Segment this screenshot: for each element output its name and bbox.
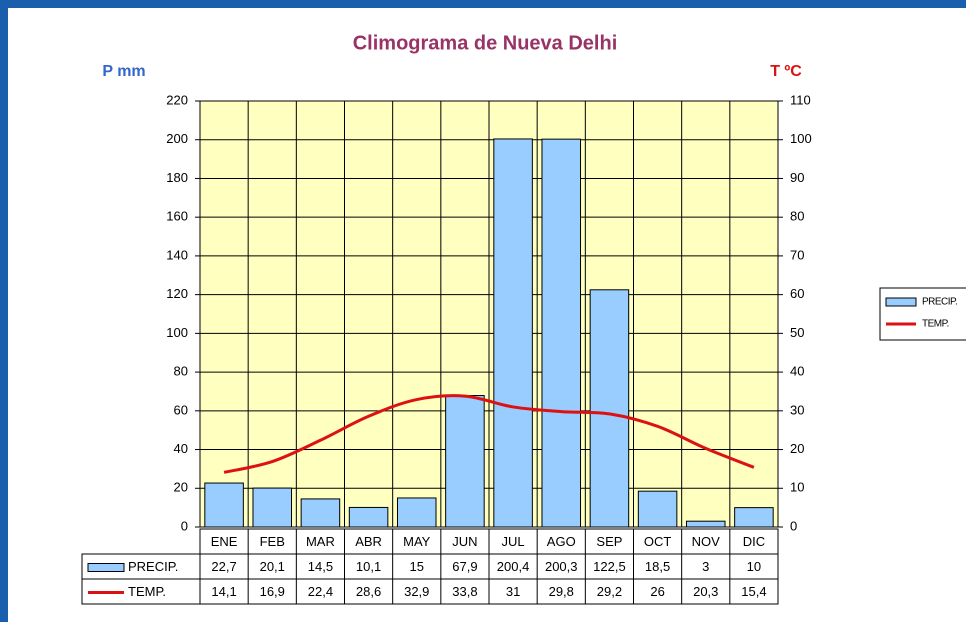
table-cell: 31 bbox=[506, 584, 520, 599]
y-tick-label: 20 bbox=[174, 480, 188, 495]
y2-tick-label: 40 bbox=[790, 364, 804, 379]
table-cell: 20,3 bbox=[693, 584, 718, 599]
legend-key bbox=[885, 297, 917, 307]
y-tick-label: 140 bbox=[166, 247, 188, 262]
table-row-label: PRECIP. bbox=[128, 559, 178, 574]
bar bbox=[637, 490, 678, 528]
y-tick-label: 200 bbox=[166, 131, 188, 146]
table-cell: 22,7 bbox=[211, 559, 236, 574]
bar bbox=[589, 289, 630, 528]
x-tick-label: SEP bbox=[596, 534, 622, 549]
bar bbox=[300, 498, 341, 528]
legend-key bbox=[87, 563, 125, 572]
table-cell: 29,2 bbox=[597, 584, 622, 599]
bar bbox=[396, 497, 437, 528]
x-tick-label: FEB bbox=[260, 534, 285, 549]
x-tick-label: AGO bbox=[547, 534, 576, 549]
y2-tick-label: 0 bbox=[790, 518, 797, 533]
y-axis-label: P mm bbox=[102, 63, 145, 80]
table-cell: 18,5 bbox=[645, 559, 670, 574]
legend-label: TEMP. bbox=[922, 319, 949, 330]
x-tick-label: JUN bbox=[452, 534, 477, 549]
bar bbox=[348, 506, 389, 528]
bar bbox=[204, 482, 244, 528]
y2-tick-label: 90 bbox=[790, 170, 804, 185]
table-cell: 33,8 bbox=[452, 584, 477, 599]
table-cell: 3 bbox=[702, 559, 709, 574]
y2-tick-label: 100 bbox=[790, 131, 812, 146]
table-row-label: TEMP. bbox=[128, 584, 166, 599]
table-cell: 16,9 bbox=[260, 584, 285, 599]
x-tick-label: JUL bbox=[502, 534, 525, 549]
y-tick-label: 60 bbox=[174, 402, 188, 417]
y2-axis-label: T ºC bbox=[770, 63, 802, 80]
table-cell: 200,3 bbox=[545, 559, 578, 574]
y-tick-label: 160 bbox=[166, 209, 188, 224]
y2-tick-label: 30 bbox=[790, 402, 804, 417]
bar bbox=[445, 395, 485, 528]
legend-label: PRECIP. bbox=[922, 297, 957, 308]
y-tick-label: 120 bbox=[166, 286, 188, 301]
table-cell: 67,9 bbox=[452, 559, 477, 574]
bar bbox=[252, 487, 293, 528]
table-cell: 15 bbox=[410, 559, 424, 574]
table-cell: 15,4 bbox=[741, 584, 766, 599]
x-tick-label: ENE bbox=[211, 534, 238, 549]
x-tick-label: ABR bbox=[355, 534, 382, 549]
table-cell: 10 bbox=[747, 559, 761, 574]
y2-tick-label: 110 bbox=[790, 92, 811, 107]
bar bbox=[685, 520, 726, 528]
table-cell: 122,5 bbox=[593, 559, 626, 574]
table-cell: 29,8 bbox=[549, 584, 574, 599]
temperature-line bbox=[223, 394, 755, 474]
y2-tick-label: 60 bbox=[790, 286, 804, 301]
table-cell: 26 bbox=[650, 584, 664, 599]
table-cell: 10,1 bbox=[356, 559, 381, 574]
y-tick-label: 180 bbox=[166, 170, 188, 185]
y2-tick-label: 80 bbox=[790, 209, 804, 224]
x-tick-label: MAR bbox=[306, 534, 335, 549]
x-tick-label: OCT bbox=[644, 534, 672, 549]
bar bbox=[493, 138, 533, 528]
y2-tick-label: 70 bbox=[790, 247, 804, 262]
chart-title: Climograma de Nueva Delhi bbox=[353, 32, 618, 54]
x-tick-label: MAY bbox=[403, 534, 431, 549]
y2-tick-label: 10 bbox=[790, 480, 804, 495]
y-tick-label: 80 bbox=[174, 364, 188, 379]
y2-tick-label: 50 bbox=[790, 325, 804, 340]
table-cell: 14,1 bbox=[211, 584, 236, 599]
y-tick-label: 220 bbox=[166, 92, 188, 107]
table-cell: 14,5 bbox=[308, 559, 333, 574]
y-tick-label: 0 bbox=[181, 518, 188, 533]
table-cell: 22,4 bbox=[308, 584, 333, 599]
table-cell: 20,1 bbox=[260, 559, 285, 574]
table-cell: 28,6 bbox=[356, 584, 381, 599]
bar bbox=[541, 138, 582, 528]
x-tick-label: DIC bbox=[743, 534, 765, 549]
y2-tick-label: 20 bbox=[790, 441, 804, 456]
x-tick-label: NOV bbox=[692, 534, 721, 549]
y-tick-label: 40 bbox=[174, 441, 188, 456]
legend-box bbox=[879, 287, 966, 341]
y-tick-label: 100 bbox=[166, 325, 188, 340]
table-cell: 32,9 bbox=[404, 584, 429, 599]
bar bbox=[734, 507, 774, 528]
table-cell: 200,4 bbox=[497, 559, 530, 574]
